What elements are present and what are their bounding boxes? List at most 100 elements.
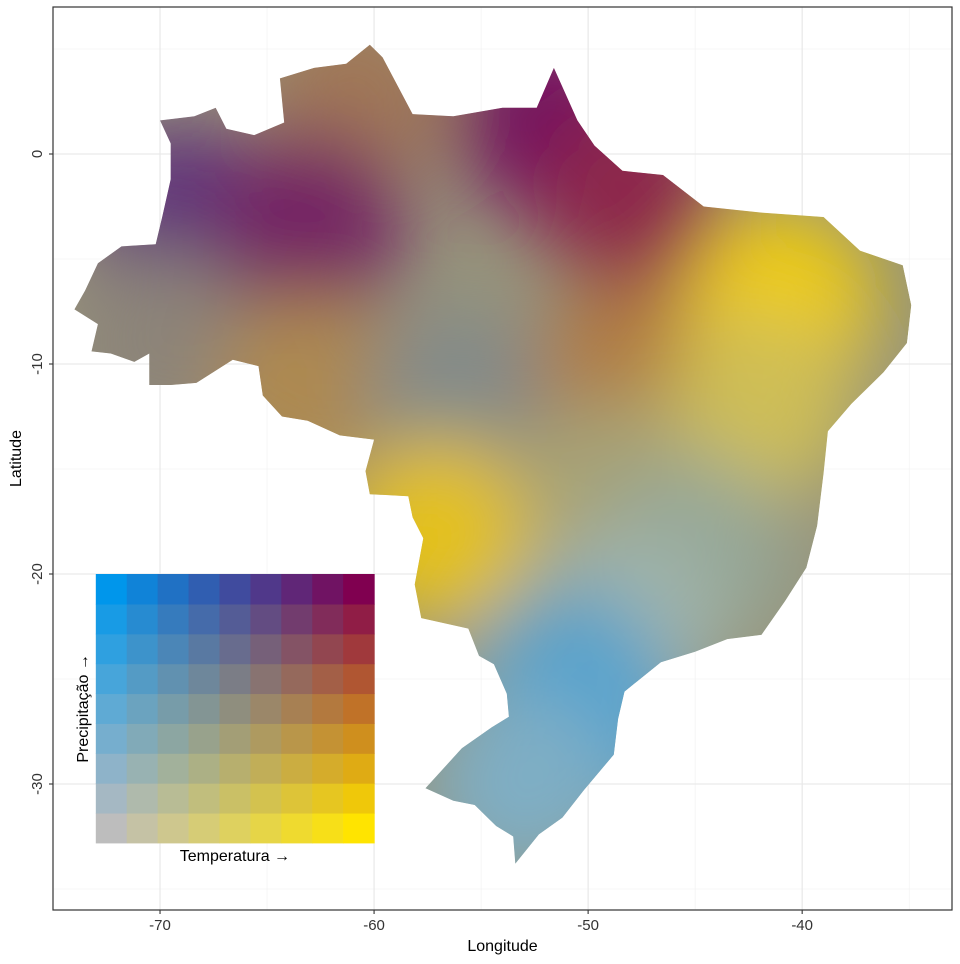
- legend-cell: [343, 603, 375, 635]
- x-tick-label: -40: [791, 917, 813, 934]
- legend-cell: [126, 633, 159, 665]
- legend-cell: [95, 574, 128, 605]
- legend-cell: [312, 753, 344, 784]
- legend-cell: [281, 603, 313, 635]
- climate-region: [664, 311, 855, 501]
- legend-cell: [188, 633, 221, 665]
- climate-region: [214, 132, 405, 323]
- y-tick-label: -30: [29, 773, 46, 795]
- legend-cell: [250, 633, 282, 665]
- legend-cell: [281, 693, 313, 724]
- legend-cell: [95, 663, 128, 695]
- legend-cell: [343, 812, 375, 844]
- legend-cell: [188, 693, 221, 724]
- legend-cell: [157, 753, 190, 784]
- legend-cell: [219, 783, 251, 814]
- legend-cell: [312, 633, 344, 665]
- legend-cell: [95, 723, 128, 754]
- y-tick-label: -10: [29, 353, 46, 375]
- legend-cell: [219, 723, 251, 754]
- legend-cell: [188, 603, 221, 635]
- legend-cell: [250, 753, 282, 784]
- legend-cell: [219, 574, 251, 605]
- y-tick-label: -20: [29, 563, 46, 585]
- legend-cell: [281, 663, 313, 695]
- legend-cell: [312, 693, 344, 724]
- legend-cell: [126, 574, 159, 605]
- legend-cell: [250, 574, 282, 605]
- legend-cell: [157, 783, 190, 814]
- legend-cell: [312, 663, 344, 695]
- legend-cell: [281, 574, 313, 605]
- legend-cell: [188, 812, 221, 844]
- legend-cell: [157, 574, 190, 605]
- legend-cell: [250, 693, 282, 724]
- legend-cell: [219, 812, 251, 844]
- legend-cell: [157, 603, 190, 635]
- legend-cell: [157, 812, 190, 844]
- legend-cell: [219, 633, 251, 665]
- legend-cell: [219, 663, 251, 695]
- legend-cell: [95, 693, 128, 724]
- legend-cell: [281, 812, 313, 844]
- legend-precipitation-label: Precipitação →: [75, 654, 92, 763]
- legend-cell: [343, 753, 375, 784]
- legend-cell: [250, 783, 282, 814]
- legend-cell: [281, 783, 313, 814]
- y-axis-title: Latitude: [8, 430, 25, 487]
- legend-cell: [126, 693, 159, 724]
- legend-cell: [343, 693, 375, 724]
- plot-panel-border: [52, 6, 953, 911]
- legend-cell: [343, 783, 375, 814]
- bivariate-legend: [95, 574, 375, 844]
- legend-cell: [126, 753, 159, 784]
- legend-cell: [250, 663, 282, 695]
- legend-cell: [281, 633, 313, 665]
- legend-cell: [312, 574, 344, 605]
- legend-cell: [312, 723, 344, 754]
- x-tick-label: -70: [149, 917, 171, 934]
- legend-cell: [126, 723, 159, 754]
- legend-cell: [188, 663, 221, 695]
- legend-cell: [126, 603, 159, 635]
- legend-cell: [157, 723, 190, 754]
- legend-cell: [312, 783, 344, 814]
- legend-cell: [250, 723, 282, 754]
- legend-cell: [343, 574, 375, 605]
- legend-cell: [157, 663, 190, 695]
- legend-cell: [95, 633, 128, 665]
- legend-cell: [95, 783, 128, 814]
- legend-cell: [281, 753, 313, 784]
- legend-cell: [343, 663, 375, 695]
- legend-cell: [95, 812, 128, 844]
- legend-cell: [126, 812, 159, 844]
- legend-cell: [188, 783, 221, 814]
- x-axis-ticks: -70 -60 -50 -40: [149, 910, 813, 934]
- y-axis-ticks: 0 -10 -20 -30: [29, 150, 53, 795]
- legend-cell: [188, 723, 221, 754]
- legend-cell: [95, 603, 128, 635]
- legend-cell: [343, 633, 375, 665]
- legend-cell: [250, 812, 282, 844]
- legend-cell: [188, 753, 221, 784]
- legend-cell: [312, 812, 344, 844]
- legend-cell: [157, 693, 190, 724]
- legend-cell: [219, 603, 251, 635]
- legend-cell: [157, 633, 190, 665]
- legend-temperature-label: Temperatura →: [180, 848, 290, 865]
- x-tick-label: -50: [577, 917, 599, 934]
- legend-cell: [250, 603, 282, 635]
- y-tick-label: 0: [29, 150, 46, 158]
- legend-cell: [343, 723, 375, 754]
- legend-cell: [95, 753, 128, 784]
- x-axis-title: Longitude: [467, 938, 537, 955]
- x-tick-label: -60: [363, 917, 385, 934]
- legend-cell: [312, 603, 344, 635]
- legend-cell: [281, 723, 313, 754]
- legend-cell: [126, 783, 159, 814]
- legend-cell: [188, 574, 221, 605]
- legend-cell: [126, 663, 159, 695]
- legend-cell: [219, 753, 251, 784]
- legend-cell: [219, 693, 251, 724]
